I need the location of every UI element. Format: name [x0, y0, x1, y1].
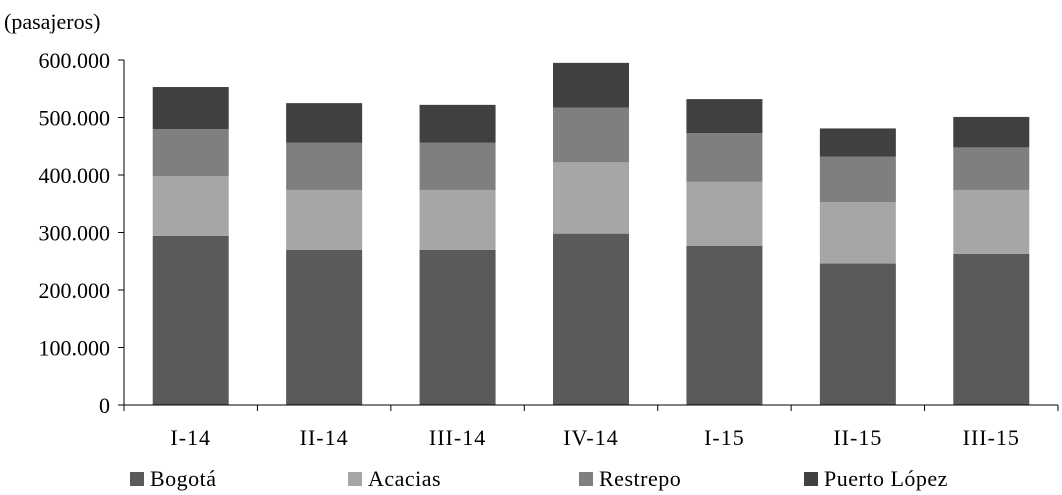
- bar-segment: [686, 181, 763, 246]
- x-tick-label: I-14: [170, 425, 211, 450]
- legend-label: Bogotá: [150, 466, 217, 491]
- bar-segment: [953, 116, 1030, 148]
- bar-segment: [152, 87, 229, 129]
- bar-segment: [286, 189, 363, 250]
- legend: Bogotá Acacias Restrepo Puerto López: [130, 466, 1040, 492]
- y-tick-label: 300.000: [39, 221, 111, 246]
- x-tick-label: I-15: [704, 425, 745, 450]
- legend-swatch: [348, 472, 362, 486]
- bar-segment: [286, 103, 363, 143]
- bar-segment: [819, 263, 896, 405]
- bars: [152, 62, 1030, 405]
- bar-segment: [953, 189, 1030, 254]
- x-tick-label: II-15: [833, 425, 882, 450]
- legend-swatch: [579, 472, 593, 486]
- x-tick-label: III-14: [429, 425, 486, 450]
- legend-swatch: [804, 472, 818, 486]
- bar-segment: [286, 249, 363, 405]
- bar-segment: [553, 162, 629, 234]
- bar-segment: [953, 147, 1030, 190]
- y-tick-label: 0: [99, 393, 110, 418]
- bar-segment: [286, 142, 363, 190]
- bar-segment: [686, 99, 763, 134]
- bar-segment: [553, 107, 629, 163]
- x-tick-label: IV-14: [563, 425, 619, 450]
- bar-segment: [152, 176, 229, 236]
- bar-segment: [686, 133, 763, 182]
- y-tick-label: 500.000: [39, 106, 111, 131]
- bar-segment: [419, 189, 496, 250]
- legend-swatch: [130, 472, 144, 486]
- x-tick-label: III-15: [963, 425, 1020, 450]
- stacked-bar-chart: (pasajeros) 0 100.000 200.000 300.000 400.00…: [4, 9, 1059, 450]
- bar-segment: [553, 62, 629, 108]
- y-tick-label: 400.000: [39, 163, 111, 188]
- bar-segment: [686, 245, 763, 405]
- legend-item: Restrepo: [579, 466, 681, 492]
- bar-segment: [819, 156, 896, 203]
- bar-segment: [419, 249, 496, 405]
- y-tick-label: 100.000: [39, 336, 111, 361]
- legend-item: Bogotá: [130, 466, 217, 492]
- bar-segment: [152, 235, 229, 405]
- y-axis: 0 100.000 200.000 300.000 400.000 500.000 600.…: [39, 48, 125, 418]
- bar-segment: [819, 202, 896, 264]
- legend-label: Acacias: [368, 466, 442, 491]
- bar-segment: [419, 104, 496, 143]
- x-axis: I-14 II-14 III-14 IV-14 I-15 II-15 III-15: [123, 404, 1059, 450]
- bar-segment: [419, 142, 496, 190]
- legend-item: Acacias: [348, 466, 441, 492]
- legend-label: Puerto López: [824, 466, 948, 491]
- y-tick-label: 200.000: [39, 278, 111, 303]
- x-tick-label: II-14: [300, 425, 349, 450]
- legend-label: Restrepo: [599, 466, 682, 491]
- bar-segment: [819, 128, 896, 157]
- y-axis-unit-label: (pasajeros): [4, 9, 101, 34]
- bar-segment: [152, 129, 229, 177]
- y-tick-label: 600.000: [39, 48, 111, 73]
- bar-segment: [953, 253, 1030, 405]
- bar-segment: [553, 233, 629, 405]
- legend-item: Puerto López: [804, 466, 948, 492]
